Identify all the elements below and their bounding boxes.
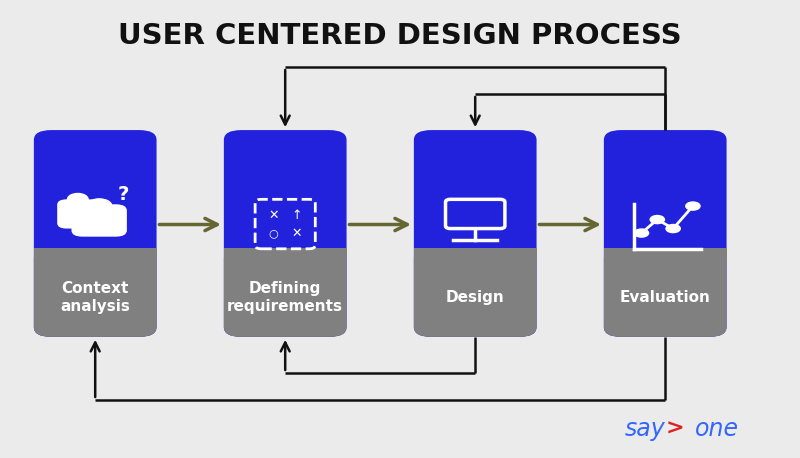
FancyBboxPatch shape — [71, 204, 127, 237]
Text: ✕: ✕ — [292, 227, 302, 240]
Text: ?: ? — [118, 185, 129, 204]
Text: ✕: ✕ — [268, 208, 278, 222]
Text: Defining
requirements: Defining requirements — [227, 281, 343, 314]
Text: Design: Design — [446, 290, 505, 305]
FancyBboxPatch shape — [414, 248, 537, 337]
FancyBboxPatch shape — [34, 248, 157, 337]
Circle shape — [666, 224, 680, 233]
FancyBboxPatch shape — [604, 248, 726, 337]
FancyBboxPatch shape — [414, 130, 537, 337]
Circle shape — [86, 199, 112, 213]
Bar — [34, 248, 157, 258]
Text: Context
analysis: Context analysis — [60, 281, 130, 314]
FancyBboxPatch shape — [224, 248, 346, 337]
Text: ↑: ↑ — [292, 208, 302, 222]
Circle shape — [634, 229, 649, 237]
Text: ○: ○ — [269, 228, 278, 238]
FancyBboxPatch shape — [58, 199, 98, 229]
Circle shape — [686, 202, 700, 210]
Text: USER CENTERED DESIGN PROCESS: USER CENTERED DESIGN PROCESS — [118, 22, 682, 49]
FancyBboxPatch shape — [604, 130, 726, 337]
FancyBboxPatch shape — [452, 203, 498, 225]
Text: one: one — [695, 417, 739, 441]
Text: say: say — [625, 417, 666, 441]
FancyBboxPatch shape — [224, 130, 346, 337]
Circle shape — [67, 193, 88, 205]
Bar — [604, 248, 726, 258]
Text: >: > — [666, 419, 684, 439]
Bar — [414, 248, 537, 258]
Circle shape — [650, 216, 665, 224]
Bar — [224, 248, 346, 258]
Text: Evaluation: Evaluation — [620, 290, 710, 305]
FancyBboxPatch shape — [34, 130, 157, 337]
